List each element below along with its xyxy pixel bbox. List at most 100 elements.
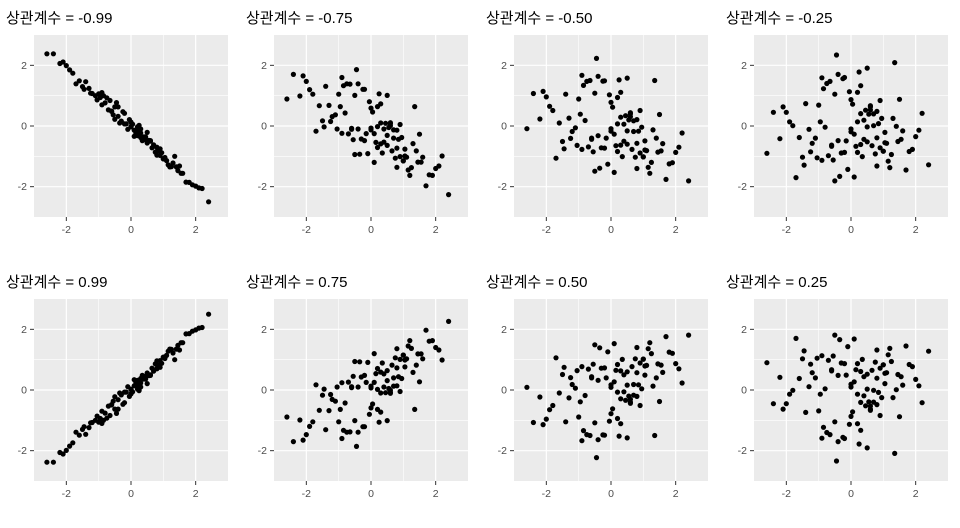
data-point: [845, 166, 851, 172]
data-point: [120, 401, 126, 407]
data-point: [896, 414, 903, 420]
data-point: [384, 92, 390, 98]
data-point: [854, 149, 861, 155]
data-point: [117, 390, 123, 396]
data-point: [383, 390, 389, 396]
panel-title: 상관계수 = 0.99: [6, 274, 108, 291]
data-point: [863, 403, 869, 409]
y-tick-label: 2: [21, 324, 27, 336]
data-point: [861, 136, 867, 142]
data-point: [600, 432, 606, 438]
data-point: [871, 123, 877, 129]
data-point: [848, 129, 854, 135]
data-point: [360, 424, 366, 430]
data-point: [63, 447, 69, 453]
scatter-plot: -2 0 2 -2 0 2: [258, 35, 468, 236]
data-point: [355, 126, 361, 132]
scatter-panel-7: 상관계수 = 0.50 -2 0 2 -2 0 2: [480, 264, 720, 528]
data-point: [843, 372, 849, 378]
data-point: [355, 81, 361, 87]
data-point: [134, 377, 141, 383]
data-point: [540, 422, 546, 428]
data-point: [848, 381, 854, 387]
data-point: [898, 136, 904, 142]
data-point: [793, 335, 799, 341]
data-point: [896, 96, 903, 102]
data-point: [793, 175, 799, 181]
data-point: [556, 120, 562, 126]
data-point: [319, 392, 326, 398]
data-point: [589, 375, 595, 381]
data-point: [840, 76, 846, 82]
data-point: [603, 375, 609, 381]
data-point: [303, 78, 309, 84]
data-point: [679, 130, 685, 136]
data-point: [357, 359, 363, 365]
data-point: [610, 104, 616, 110]
data-point: [645, 164, 651, 170]
data-point: [102, 100, 108, 106]
data-point: [885, 352, 891, 358]
data-point: [196, 325, 202, 331]
data-point: [374, 365, 381, 372]
data-point: [585, 366, 591, 372]
data-point: [120, 109, 126, 115]
data-point: [371, 379, 377, 385]
data-point: [147, 138, 153, 144]
data-point: [919, 110, 925, 116]
data-point: [337, 104, 343, 110]
data-point: [563, 91, 569, 97]
data-point: [819, 157, 825, 163]
data-point: [206, 199, 212, 205]
data-point: [121, 389, 128, 395]
data-point: [819, 435, 825, 441]
data-point: [627, 110, 633, 116]
data-point: [381, 126, 387, 132]
data-point: [777, 374, 783, 380]
data-point: [634, 344, 640, 351]
data-point: [858, 427, 864, 433]
data-point: [326, 408, 332, 414]
data-point: [879, 395, 885, 401]
x-tick-label: 0: [608, 224, 614, 236]
data-point: [423, 183, 429, 189]
data-point: [57, 449, 63, 456]
data-point: [634, 140, 640, 146]
data-point: [365, 151, 371, 157]
data-point: [392, 355, 398, 361]
data-point: [660, 369, 666, 375]
data-point: [879, 115, 885, 121]
data-point: [345, 379, 351, 385]
data-point: [854, 391, 861, 397]
data-point: [608, 382, 614, 388]
data-point: [334, 126, 340, 132]
data-point: [637, 150, 643, 156]
data-point: [99, 90, 105, 96]
data-point: [648, 159, 654, 165]
data-point: [653, 135, 659, 141]
y-tick-label: -2: [18, 445, 27, 457]
data-point: [402, 153, 408, 159]
data-point: [547, 103, 553, 109]
data-point: [70, 440, 76, 446]
data-point: [887, 345, 893, 351]
data-point: [652, 77, 658, 84]
data-point: [378, 409, 384, 415]
data-point: [590, 149, 596, 155]
data-point: [619, 356, 625, 362]
data-point: [624, 75, 630, 81]
data-point: [819, 75, 825, 81]
data-point: [863, 107, 869, 113]
data-point: [843, 138, 849, 144]
data-point: [820, 424, 827, 430]
data-point: [307, 423, 313, 429]
data-point: [543, 416, 549, 422]
data-point: [384, 142, 390, 148]
data-point: [397, 121, 403, 128]
y-tick-label: 2: [21, 60, 27, 72]
data-point: [812, 135, 818, 141]
x-tick-label: 2: [673, 224, 679, 236]
scatter-panel-1: 상관계수 = -0.99 -2 0 2 -2 0 2: [0, 0, 240, 264]
data-point: [871, 387, 877, 393]
data-point: [413, 148, 419, 154]
